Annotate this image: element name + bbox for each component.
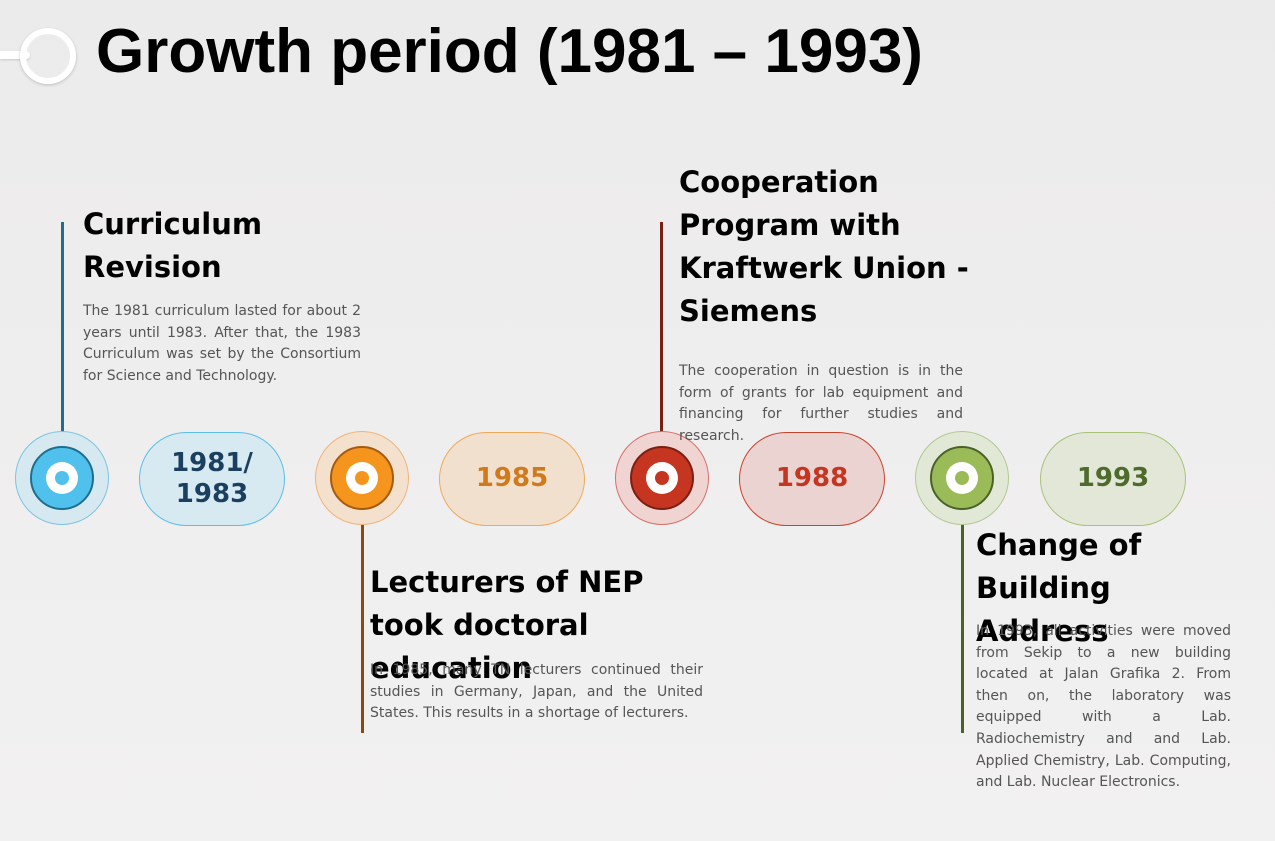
event-heading-1981: Curriculum Revision xyxy=(83,207,263,284)
connector-line-1985 xyxy=(361,478,364,733)
decorative-connector xyxy=(0,51,30,59)
event-description-1985: In 1985, many TN lecturers continued the… xyxy=(370,662,703,722)
event-heading-1988: Cooperation Program with Kraftwerk Union… xyxy=(679,165,969,328)
timeline-node-1988 xyxy=(615,431,709,525)
connector-line-1988 xyxy=(660,222,663,478)
year-badge-1988: 1988 xyxy=(739,432,885,526)
event-heading-1985: Lecturers of NEP took doctoral education xyxy=(370,565,644,685)
event-heading-1993: Change of Building Address xyxy=(976,528,1142,648)
year-label: 1985 xyxy=(475,463,549,494)
decorative-ring-icon xyxy=(20,28,76,84)
timeline-node-1985 xyxy=(315,431,409,525)
event-description-1988: The cooperation in question is in the fo… xyxy=(679,363,963,444)
year-label: 1988 xyxy=(775,463,849,494)
slide-title: Growth period (1981 – 1993) xyxy=(96,17,923,86)
year-label: 1981/ 1983 xyxy=(171,447,253,509)
year-badge-1993: 1993 xyxy=(1040,432,1186,526)
year-badge-1981: 1981/ 1983 xyxy=(139,432,285,526)
connector-line-1993 xyxy=(961,478,964,733)
year-badge-1985: 1985 xyxy=(439,432,585,526)
timeline-node-1993 xyxy=(915,431,1009,525)
event-description-1993: In 1993, all activities were moved from … xyxy=(976,623,1231,791)
event-description-1981: The 1981 curriculum lasted for about 2 y… xyxy=(83,303,361,384)
connector-line-1981 xyxy=(61,222,64,478)
timeline-node-1981 xyxy=(15,431,109,525)
year-label: 1993 xyxy=(1076,463,1150,494)
